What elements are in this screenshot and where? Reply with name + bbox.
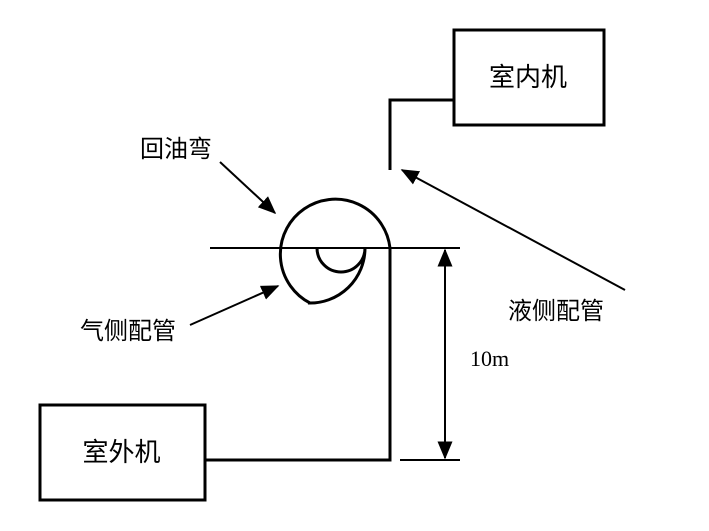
gas-side-label: 气侧配管	[80, 320, 176, 344]
liquid-side-label: 液侧配管	[508, 300, 604, 324]
pipe-upper-segment	[390, 100, 454, 170]
liquid-side-arrow	[402, 170, 625, 290]
dim-label-10m: 10m	[470, 348, 509, 370]
oil-return-loop-outer	[280, 199, 390, 303]
pipe-lower-segment	[205, 248, 390, 460]
oil-return-loop-inner	[308, 248, 365, 303]
oil-bend-label: 回油弯	[140, 138, 212, 162]
gas-side-arrow	[190, 286, 278, 325]
outdoor-unit-label: 室外机	[83, 440, 161, 466]
indoor-unit-label: 室内机	[489, 65, 567, 91]
oil-bend-arrow	[220, 162, 275, 213]
